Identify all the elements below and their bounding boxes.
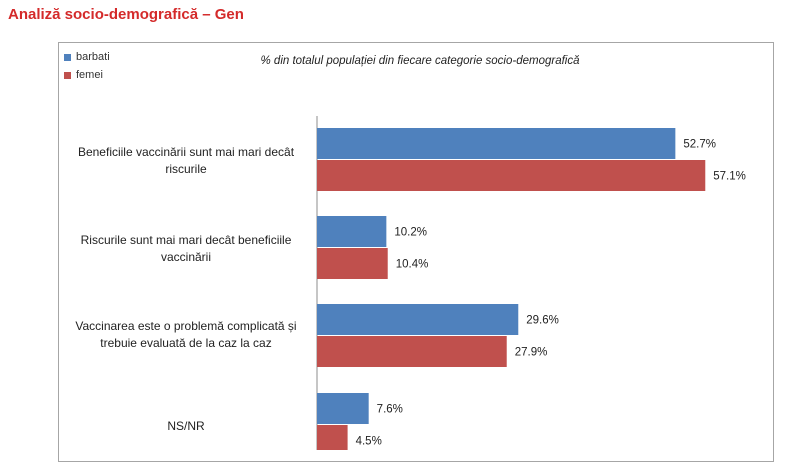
category-label: Vaccinarea este o problemă complicată și… [75,319,297,350]
bar-barbati [317,304,519,335]
page-title: Analiză socio-demografică – Gen [8,6,244,23]
category-label: Beneficiile vaccinării sunt mai mari dec… [77,145,295,176]
bar-barbati [317,393,369,424]
data-label-barbati: 10.2% [394,227,427,239]
bar-plot: 52.7% 57.1% 10.2% 10.4% 29.6% 27.9% 7.6% 4.5% [316,116,746,450]
chart-title: % din totalul populației din fiecare cat… [260,55,580,67]
data-label-femei: 57.1% [713,171,746,183]
category-label: Riscurile sunt mai mari decât beneficiil… [80,233,292,264]
legend-swatch-barbati [64,53,71,61]
bar-barbati [317,128,676,159]
legend-swatch-femei [64,71,71,79]
bar-barbati [317,216,387,247]
legend-item-barbati: barbati [64,48,110,66]
data-label-femei: 27.9% [515,347,548,359]
legend-label-barbati: barbati [76,51,110,63]
bar-femei [317,248,388,279]
bar-femei [317,336,507,367]
data-label-barbati: 52.7% [683,139,716,151]
data-label-femei: 4.5% [356,436,382,448]
bar-femei [317,160,706,191]
category-label: NS/NR [167,419,205,433]
data-label-barbati: 29.6% [526,315,559,327]
legend-item-femei: femei [64,66,110,84]
data-label-barbati: 7.6% [377,404,403,416]
data-label-femei: 10.4% [396,259,429,271]
chart-legend: barbati femei [64,48,110,84]
bar-femei [317,425,348,450]
legend-label-femei: femei [76,69,103,81]
